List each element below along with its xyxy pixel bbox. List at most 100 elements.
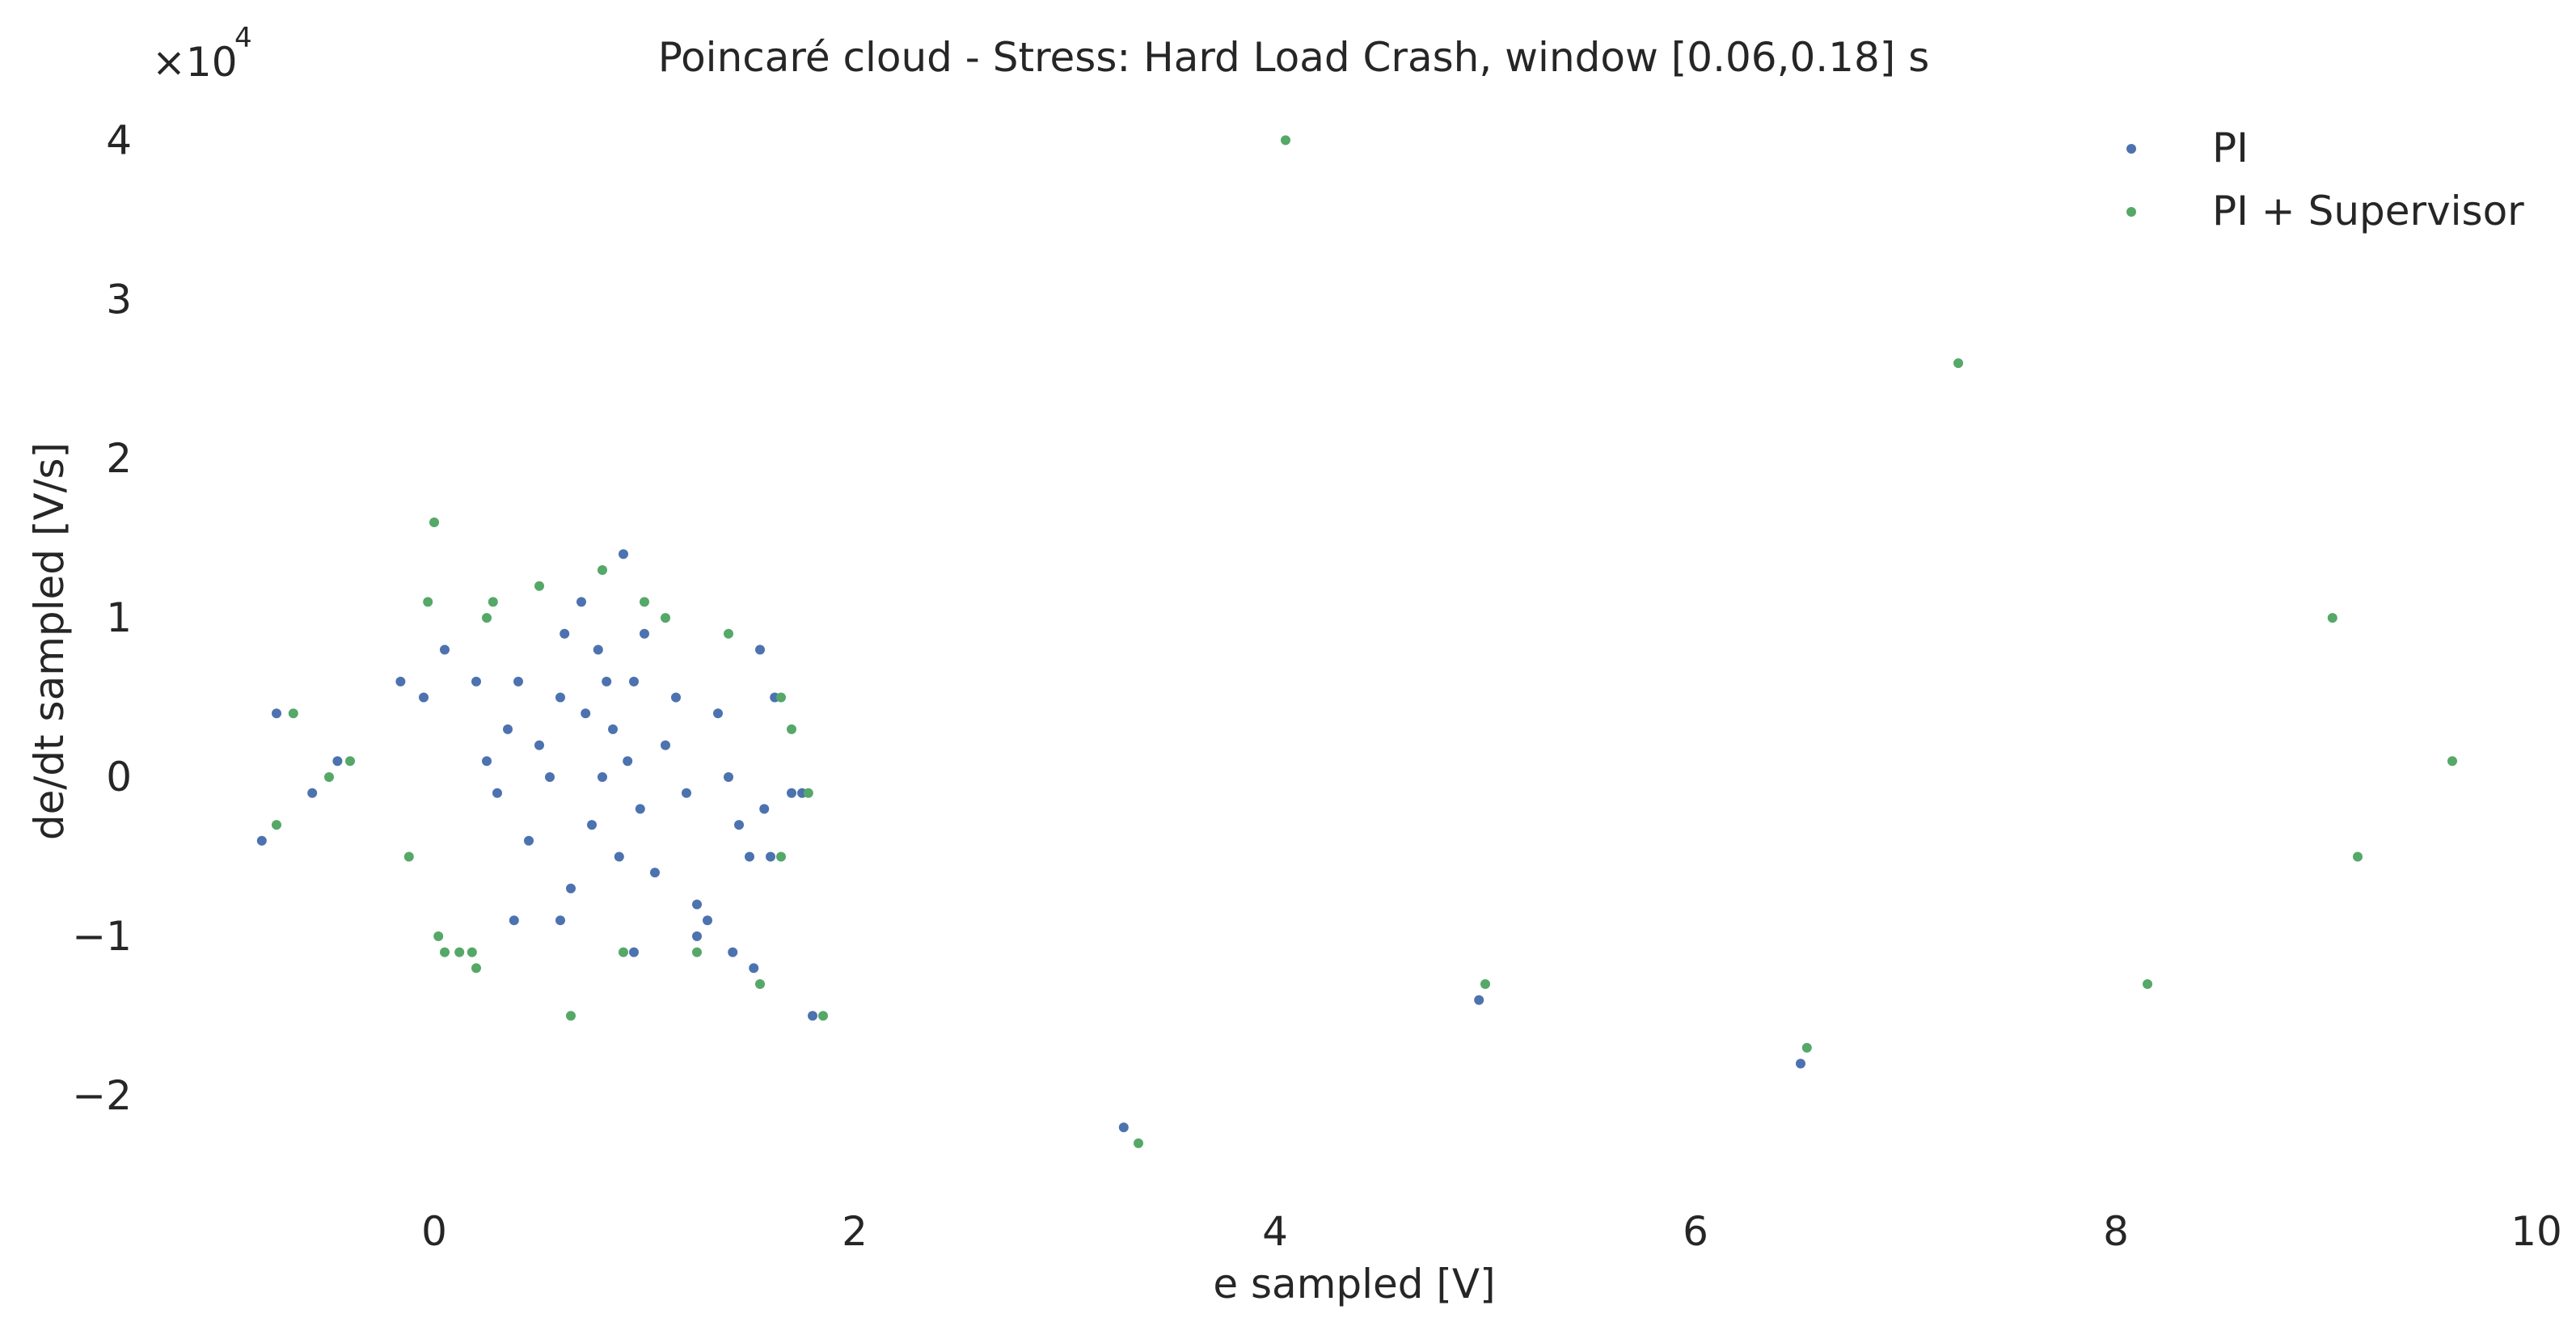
data-point bbox=[759, 804, 770, 814]
data-point bbox=[288, 708, 298, 719]
data-point bbox=[429, 518, 439, 527]
x-tick-label: 8 bbox=[2103, 1208, 2129, 1255]
data-point bbox=[272, 820, 281, 830]
data-point bbox=[755, 979, 765, 989]
data-point bbox=[560, 628, 570, 639]
data-point bbox=[629, 676, 639, 687]
data-point bbox=[776, 851, 786, 862]
y-tick-label: 0 bbox=[106, 754, 132, 801]
data-point bbox=[619, 947, 628, 957]
data-point bbox=[619, 549, 628, 560]
data-point bbox=[661, 613, 670, 623]
x-axis-ticks: 0 2 4 6 8 10 bbox=[421, 1208, 2562, 1255]
data-point bbox=[787, 788, 796, 798]
data-point bbox=[324, 772, 334, 782]
data-point bbox=[703, 915, 712, 926]
data-point bbox=[581, 708, 591, 719]
data-point bbox=[749, 963, 759, 974]
data-point bbox=[640, 597, 649, 607]
data-point bbox=[555, 692, 565, 703]
data-point bbox=[803, 788, 813, 798]
y-tick-label: −1 bbox=[72, 913, 132, 960]
data-point bbox=[482, 613, 492, 623]
data-point bbox=[724, 772, 733, 782]
data-point bbox=[307, 788, 318, 798]
y-multiplier-exponent: 4 bbox=[234, 22, 252, 54]
data-point bbox=[576, 597, 586, 607]
legend-marker-pi bbox=[2126, 144, 2136, 154]
data-point bbox=[635, 804, 645, 814]
data-point bbox=[724, 628, 733, 639]
data-point bbox=[2143, 979, 2152, 989]
data-point bbox=[2353, 851, 2363, 862]
data-point bbox=[471, 963, 481, 974]
data-point bbox=[403, 851, 414, 862]
data-point bbox=[509, 915, 519, 926]
data-point bbox=[682, 788, 691, 798]
series-pi-supervisor bbox=[272, 135, 2457, 1148]
data-point bbox=[808, 1011, 817, 1021]
data-point bbox=[692, 931, 702, 941]
data-point bbox=[395, 676, 406, 687]
x-tick-label: 4 bbox=[1262, 1208, 1288, 1255]
legend-item-pi: PI bbox=[2126, 125, 2249, 171]
data-point bbox=[534, 581, 544, 591]
data-point bbox=[2447, 756, 2457, 767]
data-point bbox=[818, 1011, 828, 1021]
data-point bbox=[755, 644, 765, 655]
x-axis-label: e sampled [V] bbox=[1213, 1261, 1495, 1308]
data-point bbox=[492, 788, 502, 798]
legend-marker-pi-supervisor bbox=[2126, 207, 2136, 217]
data-point bbox=[713, 708, 723, 719]
data-point bbox=[1281, 135, 1290, 146]
data-point bbox=[598, 565, 607, 575]
data-point bbox=[745, 851, 754, 862]
data-point bbox=[1134, 1138, 1143, 1148]
data-point bbox=[1480, 979, 1490, 989]
data-point bbox=[524, 835, 534, 846]
data-point bbox=[332, 756, 343, 767]
data-point bbox=[272, 708, 281, 719]
x-tick-label: 2 bbox=[842, 1208, 868, 1255]
legend-label-pi-supervisor: PI + Supervisor bbox=[2212, 188, 2524, 234]
data-point bbox=[2327, 613, 2337, 623]
data-point bbox=[566, 883, 576, 894]
data-point bbox=[471, 676, 481, 687]
data-point bbox=[587, 820, 597, 830]
data-point bbox=[513, 676, 523, 687]
data-point bbox=[776, 692, 786, 703]
data-point bbox=[555, 915, 565, 926]
data-point bbox=[488, 597, 498, 607]
data-point bbox=[728, 947, 738, 957]
data-point bbox=[650, 868, 660, 878]
data-point bbox=[602, 676, 612, 687]
y-axis-label: de/dt sampled [V/s] bbox=[26, 442, 73, 840]
data-point bbox=[1118, 1122, 1129, 1133]
data-point bbox=[503, 724, 513, 734]
data-point bbox=[467, 947, 477, 957]
data-point bbox=[482, 756, 492, 767]
data-point bbox=[440, 644, 450, 655]
y-tick-label: −2 bbox=[72, 1072, 132, 1119]
data-point bbox=[629, 947, 639, 957]
data-point bbox=[440, 947, 450, 957]
data-point bbox=[566, 1011, 576, 1021]
data-point bbox=[1474, 995, 1484, 1005]
y-tick-label: 3 bbox=[106, 276, 132, 323]
y-multiplier: ×10 4 bbox=[152, 22, 252, 86]
data-point bbox=[766, 851, 775, 862]
data-point bbox=[608, 724, 618, 734]
legend: PI PI + Supervisor bbox=[2126, 125, 2524, 234]
chart-title: Poincaré cloud - Stress: Hard Load Crash… bbox=[658, 34, 1930, 81]
y-tick-label: 1 bbox=[106, 594, 132, 641]
legend-item-pi-supervisor: PI + Supervisor bbox=[2126, 188, 2524, 234]
x-tick-label: 0 bbox=[421, 1208, 447, 1255]
series-pi bbox=[256, 549, 1805, 1133]
data-point bbox=[671, 692, 681, 703]
data-point bbox=[433, 931, 444, 941]
y-tick-label: 4 bbox=[106, 116, 132, 163]
data-point bbox=[640, 628, 649, 639]
data-point bbox=[1801, 1042, 1812, 1053]
